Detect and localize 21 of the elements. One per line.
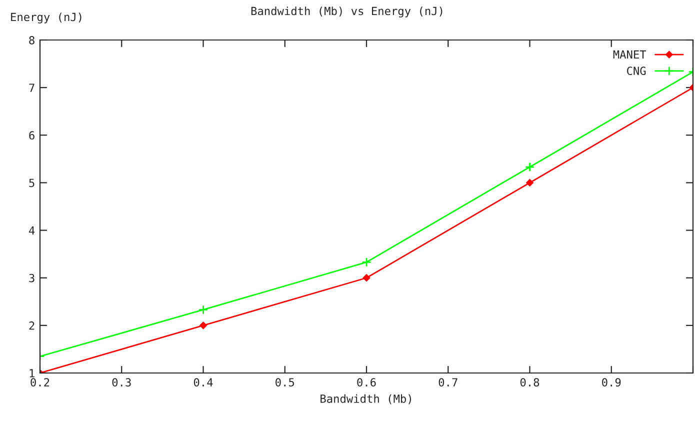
x-tick-label: 0.2 [30,378,50,387]
x-tick-label: 0.7 [438,378,458,387]
x-tick-label: 0.5 [276,378,294,387]
y-tick-label: 6 [29,131,34,140]
chart-title: Bandwidth (Mb) vs Energy (nJ) [251,6,442,18]
x-axis-title: Bandwidth (Mb) [320,394,412,404]
legend-label: CNG [627,66,646,76]
y-tick-label: 8 [29,36,34,44]
x-tick-label: 0.9 [602,378,621,387]
y-tick-label: 3 [29,274,34,282]
legend-label: MANET [613,50,646,58]
x-tick-label: 0.4 [194,378,213,387]
x-tick-label: 0.8 [520,378,540,387]
x-tick-label: 0.6 [357,378,376,387]
y-tick-label: 4 [29,226,35,235]
y-axis-title: Energy (nJ) [11,12,82,24]
y-tick-label: 2 [29,321,34,330]
x-tick-label: 0.3 [112,378,131,387]
y-tick-label: 7 [29,84,34,92]
y-tick-label: 5 [29,178,34,188]
y-tick-label: 1 [30,369,34,378]
